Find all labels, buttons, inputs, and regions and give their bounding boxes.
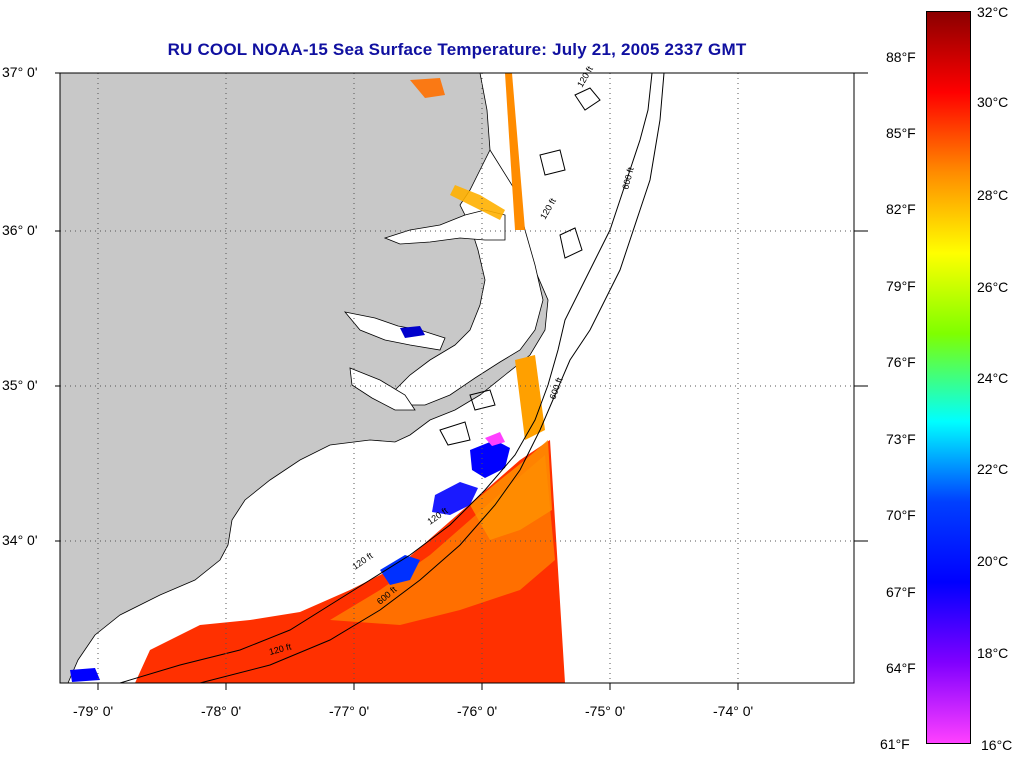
sst-swath-warm [135, 440, 565, 683]
graticule [60, 73, 854, 683]
sst-mid-strip [515, 355, 545, 440]
colorbar-f-76: 76°F [886, 354, 916, 370]
sst-northern-strip [505, 73, 525, 230]
sst-cool-patch-2 [432, 482, 478, 515]
colorbar-f-73: 73°F [886, 431, 916, 447]
neuse-river [343, 311, 446, 351]
contour-120ft [119, 72, 653, 684]
colorbar-f-82: 82°F [886, 201, 916, 217]
sst-cool-patch-3 [380, 555, 420, 585]
colorbar-f-88: 88°F [886, 49, 916, 65]
colorbar-c-18: 18°C [977, 645, 1009, 661]
sst-cool-patch-1 [470, 440, 510, 478]
colorbar-c-26: 26°C [977, 279, 1009, 295]
sst-sound-patch [410, 78, 445, 98]
axis-ticks [55, 72, 868, 690]
sst-swath-orange-upper [470, 440, 552, 540]
contour-600ft [199, 72, 665, 684]
lon-label-79: -79° 0' [73, 703, 114, 719]
map-frame [59, 72, 855, 684]
colorbar-c-24: 24°C [977, 370, 1009, 386]
lon-label-77: -77° 0' [329, 703, 370, 719]
pamlico-river [349, 367, 416, 411]
colorbar-f-70: 70°F [886, 507, 916, 523]
contour-shelf-feature [439, 87, 601, 446]
sst-magenta-patch [485, 432, 505, 446]
colorbar-f-85: 85°F [886, 125, 916, 141]
sst-south-cool [70, 668, 100, 682]
lat-label-37: 37° 0' [2, 64, 38, 80]
colorbar-c-20: 20°C [977, 553, 1009, 569]
colorbar-c-22: 22°C [977, 461, 1009, 477]
albemarle-sound [383, 209, 506, 245]
colorbar-f-61: 61°F [880, 736, 910, 752]
map-title: RU COOL NOAA-15 Sea Surface Temperature:… [167, 40, 747, 59]
sst-inland-patch [450, 185, 505, 220]
colorbar-c-32: 32°C [977, 4, 1009, 20]
lon-label-78: -78° 0' [201, 703, 242, 719]
colorbar-f-67: 67°F [886, 584, 916, 600]
lon-label-76: -76° 0' [457, 703, 498, 719]
lat-label-36: 36° 0' [2, 222, 38, 238]
colorbar-c-16: 16°C [981, 737, 1013, 753]
lat-label-35: 35° 0' [2, 377, 38, 393]
lon-label-75: -75° 0' [585, 703, 626, 719]
colorbar-c-30: 30°C [977, 94, 1009, 110]
colorbar-f-79: 79°F [886, 278, 916, 294]
sst-cool-sound [400, 326, 425, 338]
temperature-colorbar [926, 11, 971, 744]
colorbar-c-28: 28°C [977, 187, 1009, 203]
colorbar-f-64: 64°F [886, 660, 916, 676]
lon-label-74: -74° 0' [713, 703, 754, 719]
lat-label-34: 34° 0' [2, 532, 38, 548]
